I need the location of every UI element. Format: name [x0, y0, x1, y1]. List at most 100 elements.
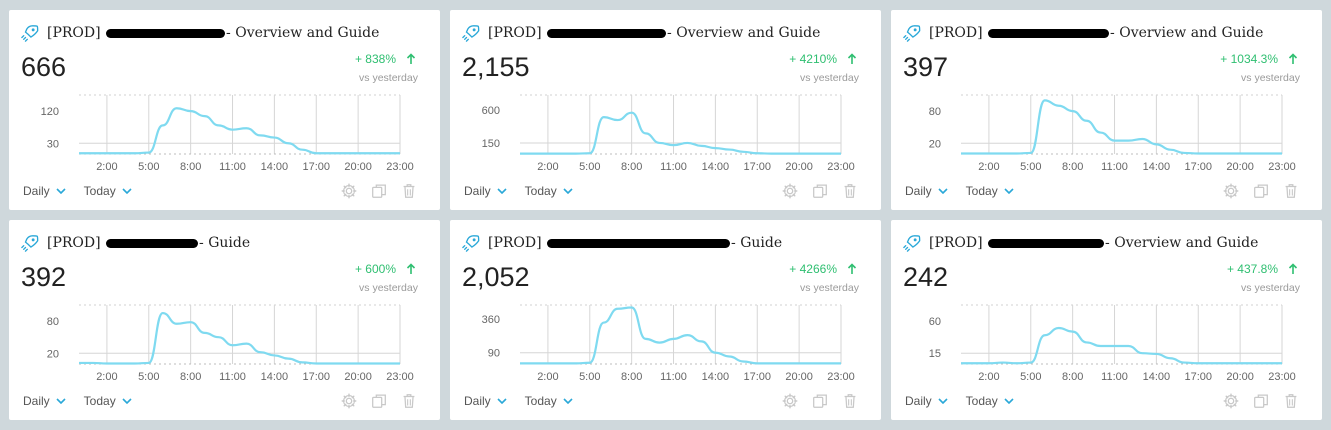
x-tick-label: 8:00 [1062, 371, 1083, 382]
rocket-icon [462, 25, 480, 42]
gear-icon[interactable] [781, 182, 799, 200]
x-tick-label: 2:00 [537, 161, 558, 172]
card-title-row[interactable]: [PROD] - Guide [21, 232, 250, 254]
series-line [78, 311, 400, 365]
trend-chart: 120 30 2:00 5:00 8:00 11:00 14:00 17:00 20:00 23:… [41, 94, 414, 172]
x-tick-label: 8:00 [180, 161, 201, 172]
card-title-row[interactable]: [PROD] - Overview and Guide [21, 22, 379, 44]
granularity-dropdown[interactable]: Daily [464, 394, 507, 408]
copy-icon[interactable] [1252, 182, 1270, 200]
chart-controls: Daily Today [464, 184, 591, 198]
arrow-up-icon [847, 53, 857, 64]
x-tick-label: 23:00 [827, 161, 855, 172]
card-actions [328, 182, 418, 200]
y-tick-label: 20 [929, 138, 941, 150]
card-title-suffix: - Guide [731, 235, 783, 251]
x-tick-label: 11:00 [1101, 371, 1128, 382]
range-dropdown[interactable]: Today [84, 184, 132, 198]
card-title-row[interactable]: [PROD] - Overview and Guide [462, 22, 820, 44]
granularity-dropdown[interactable]: Daily [23, 184, 66, 198]
x-tick-label: 5:00 [579, 161, 600, 172]
gear-icon[interactable] [340, 182, 358, 200]
change-percent: + 1034.3% [1220, 52, 1278, 66]
card-title-prefix: [PROD] [488, 25, 542, 41]
copy-icon[interactable] [811, 392, 829, 410]
comparison-label: vs yesterday [1241, 72, 1300, 84]
copy-icon[interactable] [370, 392, 388, 410]
trend-chart: 80 20 2:00 5:00 8:00 11:00 14:00 17:00 20:00 23:0… [929, 94, 1296, 172]
trend-chart: 360 90 2:00 5:00 8:00 11:00 14:00 17:00 20:00 23:… [482, 304, 855, 382]
x-tick-label: 11:00 [219, 371, 246, 382]
series-line [960, 99, 1282, 155]
copy-icon[interactable] [1252, 392, 1270, 410]
change-percent: + 600% [354, 262, 396, 276]
arrow-up-icon [406, 263, 416, 274]
copy-icon[interactable] [811, 182, 829, 200]
range-dropdown[interactable]: Today [525, 394, 573, 408]
metric-card: [PROD] - Overview and Guide 397 + 1034.3… [891, 10, 1322, 210]
change-indicator: + 838% [355, 52, 416, 66]
x-tick-label: 5:00 [579, 371, 600, 382]
gear-icon[interactable] [1222, 182, 1240, 200]
chart-controls: Daily Today [905, 184, 1032, 198]
x-tick-label: 20:00 [344, 161, 372, 172]
card-title-prefix: [PROD] [929, 25, 983, 41]
card-title-row[interactable]: [PROD] - Overview and Guide [903, 232, 1258, 254]
range-label: Today [965, 394, 998, 408]
metric-value: 2,155 [462, 52, 530, 82]
range-dropdown[interactable]: Today [84, 394, 132, 408]
range-dropdown[interactable]: Today [966, 394, 1014, 408]
rocket-icon [462, 235, 480, 252]
metric-card: [PROD] - Overview and Guide 2,155 + 4210… [450, 10, 881, 210]
comparison-label: vs yesterday [359, 282, 418, 294]
trash-icon[interactable] [1282, 182, 1300, 200]
chevron-down-icon [56, 398, 66, 404]
granularity-label: Daily [905, 184, 932, 198]
chart-controls: Daily Today [23, 184, 150, 198]
y-tick-label: 600 [482, 105, 500, 117]
granularity-dropdown[interactable]: Daily [905, 394, 948, 408]
gear-icon[interactable] [1222, 392, 1240, 410]
trash-icon[interactable] [841, 392, 859, 410]
change-indicator: + 4266% [789, 262, 857, 276]
trash-icon[interactable] [1282, 392, 1300, 410]
granularity-dropdown[interactable]: Daily [464, 184, 507, 198]
gear-icon[interactable] [340, 392, 358, 410]
trash-icon[interactable] [841, 182, 859, 200]
range-dropdown[interactable]: Today [525, 184, 573, 198]
card-title-row[interactable]: [PROD] - Overview and Guide [903, 22, 1263, 44]
chevron-down-icon [122, 398, 132, 404]
trash-icon[interactable] [400, 392, 418, 410]
comparison-label: vs yesterday [1241, 282, 1300, 294]
x-tick-label: 20:00 [785, 371, 813, 382]
chart-controls: Daily Today [905, 394, 1032, 408]
rocket-icon [903, 25, 921, 42]
rocket-icon [903, 235, 921, 252]
gear-icon[interactable] [781, 392, 799, 410]
x-tick-label: 17:00 [743, 371, 771, 382]
granularity-dropdown[interactable]: Daily [23, 394, 66, 408]
granularity-label: Daily [464, 394, 491, 408]
range-label: Today [83, 184, 116, 198]
arrow-up-icon [847, 263, 857, 274]
card-title-suffix: - Overview and Guide [226, 25, 380, 41]
granularity-dropdown[interactable]: Daily [905, 184, 948, 198]
rocket-icon [21, 25, 39, 42]
card-title-prefix: [PROD] [47, 25, 101, 41]
card-title-row[interactable]: [PROD] - Guide [462, 232, 782, 254]
x-tick-label: 14:00 [702, 371, 730, 382]
y-tick-label: 60 [929, 316, 941, 328]
card-title: [PROD] - Overview and Guide [488, 25, 820, 41]
range-dropdown[interactable]: Today [966, 184, 1014, 198]
chart-controls: Daily Today [464, 394, 591, 408]
card-title: [PROD] - Overview and Guide [929, 235, 1258, 251]
comparison-label: vs yesterday [800, 282, 859, 294]
metric-card: [PROD] - Overview and Guide 242 + 437.8%… [891, 220, 1322, 420]
chevron-down-icon [56, 188, 66, 194]
x-tick-label: 5:00 [1020, 161, 1041, 172]
x-tick-label: 20:00 [1226, 161, 1254, 172]
comparison-label: vs yesterday [359, 72, 418, 84]
metric-value: 242 [903, 262, 949, 292]
copy-icon[interactable] [370, 182, 388, 200]
trash-icon[interactable] [400, 182, 418, 200]
